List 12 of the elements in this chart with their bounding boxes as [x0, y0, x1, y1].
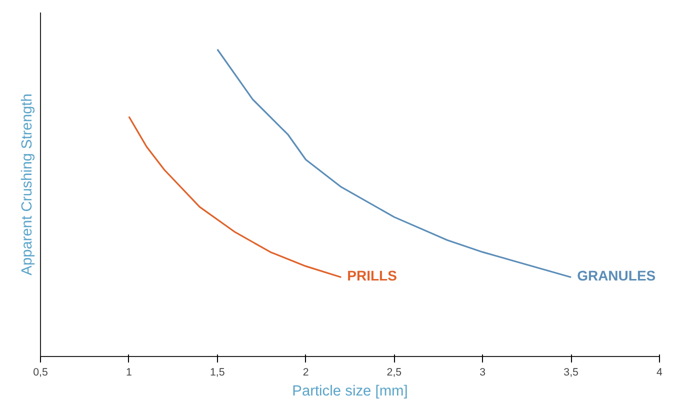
x-axis-title: Particle size [mm] — [292, 384, 408, 400]
x-tick-label: 3,5 — [564, 366, 579, 378]
x-tick-label: 0,5 — [33, 366, 48, 378]
x-tick-label: 1 — [126, 366, 132, 378]
x-tick-label: 4 — [656, 366, 663, 378]
series-label: GRANULES — [577, 267, 656, 284]
x-tick-label: 3 — [480, 366, 486, 378]
x-tick-label: 1,5 — [210, 366, 225, 378]
x-tick-label: 2 — [302, 366, 309, 378]
y-axis-title: Apparent Crushing Strength — [20, 94, 36, 276]
series-label: PRILLS — [347, 267, 397, 284]
x-tick-label: 2,5 — [386, 366, 402, 378]
